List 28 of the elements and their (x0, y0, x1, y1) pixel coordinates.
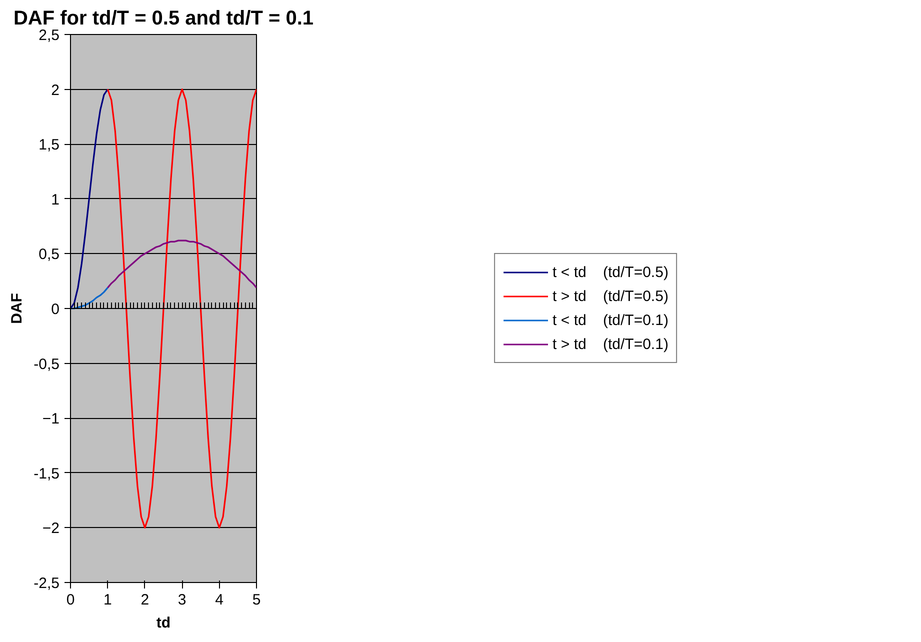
line-series (106, 240, 256, 288)
x-tick-label: 3 (178, 592, 186, 608)
y-tick-label: 0 (51, 301, 60, 318)
x-tick-label: 1 (104, 592, 112, 608)
y-tick-label: -1,5 (34, 465, 60, 482)
y-tick-label: 2 (51, 82, 60, 99)
line-series (106, 88, 256, 528)
legend-label: t > td (td/T=0.1) (552, 336, 668, 352)
x-axis-title: td (156, 614, 171, 632)
y-tick-label: 0,5 (38, 246, 60, 264)
x-tick-label: 4 (215, 592, 224, 608)
x-tick-label: 2 (140, 592, 150, 608)
legend-label: t > td (td/T=0.5) (552, 288, 668, 304)
y-tick-label: 2,5 (38, 27, 60, 44)
y-tick-label: −2 (42, 520, 60, 538)
y-axis-title: DAF (8, 293, 26, 324)
line-series (70, 88, 108, 310)
y-tick-label: −1 (42, 410, 60, 428)
x-tick-label: 0 (66, 592, 75, 608)
x-tick-label: 5 (252, 592, 261, 608)
legend-label: t < td (td/T=0.5) (552, 264, 668, 280)
line-series (70, 286, 108, 310)
legend-label: t < td (td/T=0.1) (552, 312, 668, 328)
y-tick-label: -2,5 (34, 575, 60, 592)
chart-title: DAF for td/T = 0.5 and td/T = 0.1 (13, 8, 314, 30)
y-tick-label: -0,5 (34, 356, 60, 373)
y-tick-label: 1,5 (38, 136, 60, 154)
y-tick-label: 1 (51, 191, 60, 208)
